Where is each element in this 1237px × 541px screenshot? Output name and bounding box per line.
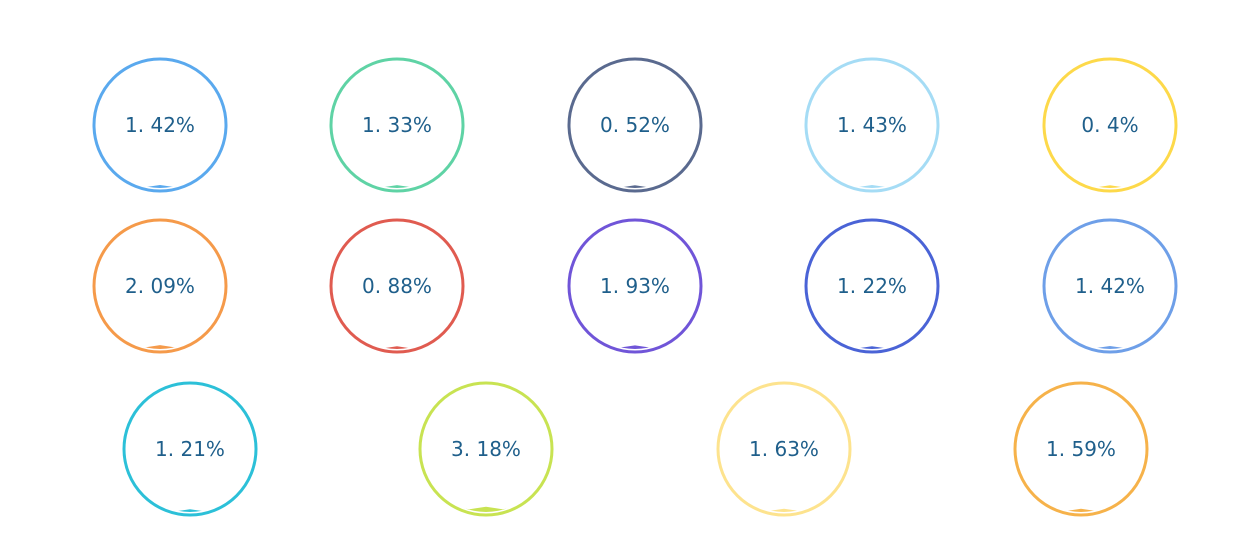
- gauge-value-label: 1. 93%: [600, 274, 670, 298]
- gauge-value-label: 3. 18%: [451, 437, 521, 461]
- gauge: 1. 21%: [122, 381, 258, 517]
- gauge: 1. 22%: [804, 218, 940, 354]
- gauge-value-label: 1. 33%: [362, 113, 432, 137]
- gauge: 1. 63%: [716, 381, 852, 517]
- gauge-ring: [1042, 57, 1178, 193]
- gauge-value-label: 2. 09%: [125, 274, 195, 298]
- gauge-ring: [804, 218, 940, 354]
- gauge-ring: [804, 57, 940, 193]
- gauge-value-label: 1. 42%: [125, 113, 195, 137]
- gauge-value-label: 1. 22%: [837, 274, 907, 298]
- gauge: 2. 09%: [92, 218, 228, 354]
- gauge-value-label: 1. 42%: [1075, 274, 1145, 298]
- gauge-ring: [92, 218, 228, 354]
- gauge: 1. 59%: [1013, 381, 1149, 517]
- gauge: 0. 88%: [329, 218, 465, 354]
- gauge-value-label: 0. 88%: [362, 274, 432, 298]
- gauge: 1. 42%: [92, 57, 228, 193]
- gauge: 0. 4%: [1042, 57, 1178, 193]
- gauge: 1. 42%: [1042, 218, 1178, 354]
- gauge: 0. 52%: [567, 57, 703, 193]
- gauge-ring: [1013, 381, 1149, 517]
- gauge: 1. 33%: [329, 57, 465, 193]
- gauge-ring: [329, 218, 465, 354]
- gauge-value-label: 0. 4%: [1081, 113, 1138, 137]
- gauge-ring: [567, 57, 703, 193]
- gauge-ring: [716, 381, 852, 517]
- gauge-value-label: 1. 21%: [155, 437, 225, 461]
- gauge-ring: [418, 381, 554, 517]
- gauge-value-label: 1. 43%: [837, 113, 907, 137]
- gauge-ring: [329, 57, 465, 193]
- gauge-ring: [567, 218, 703, 354]
- gauge-value-label: 1. 63%: [749, 437, 819, 461]
- gauge: 1. 93%: [567, 218, 703, 354]
- gauge-value-label: 1. 59%: [1046, 437, 1116, 461]
- gauge-ring: [122, 381, 258, 517]
- gauge: 1. 43%: [804, 57, 940, 193]
- gauge-value-label: 0. 52%: [600, 113, 670, 137]
- gauge: 3. 18%: [418, 381, 554, 517]
- gauge-ring: [92, 57, 228, 193]
- gauge-ring: [1042, 218, 1178, 354]
